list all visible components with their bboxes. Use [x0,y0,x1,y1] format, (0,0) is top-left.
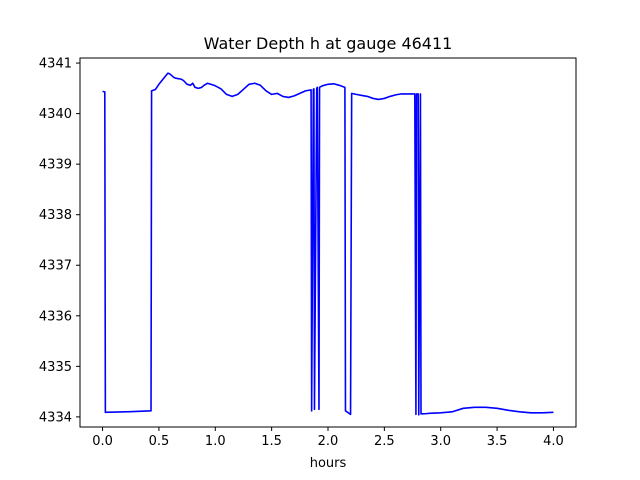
x-tick-label: 1.0 [205,434,226,449]
y-tick-label: 4339 [39,158,72,173]
x-tick-label: 1.5 [261,434,282,449]
y-tick-label: 4337 [39,259,72,274]
x-tick-label: 0.0 [92,434,113,449]
x-tick-label: 3.5 [487,434,508,449]
x-tick-label: 4.0 [543,434,564,449]
y-tick-label: 4338 [39,208,72,223]
y-tick-label: 4340 [39,107,72,122]
y-tick-label: 4335 [39,360,72,375]
x-axis-ticks: 0.0 0.5 1.0 1.5 2.0 2.5 3.0 3.5 4.0 [92,427,564,449]
y-axis-ticks: 4334 4335 4336 4337 4338 4339 4340 4341 [39,57,80,425]
x-tick-label: 3.0 [430,434,451,449]
plot-frame [79,57,577,428]
x-axis-label: hours [310,456,347,471]
y-tick-label: 4336 [39,309,72,324]
series-line [102,72,554,416]
x-tick-label: 2.5 [374,434,395,449]
chart-title: Water Depth h at gauge 46411 [204,34,453,53]
y-tick-label: 4334 [39,410,72,425]
x-tick-label: 0.5 [149,434,170,449]
x-tick-label: 2.0 [318,434,339,449]
y-tick-label: 4341 [39,57,72,72]
plot-area [102,72,554,416]
